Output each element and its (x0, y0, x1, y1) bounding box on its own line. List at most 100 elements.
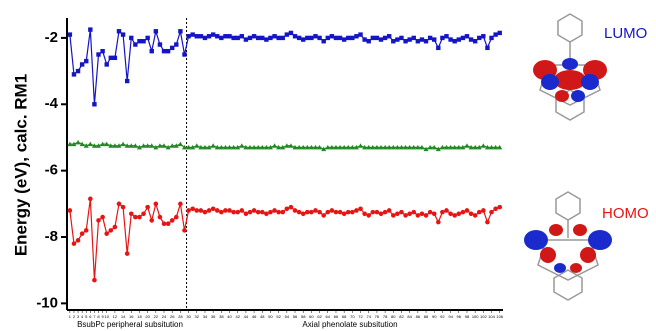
x-tick-label: 96 (457, 314, 462, 319)
x-tick-label: 24 (162, 314, 167, 319)
marker (72, 72, 76, 76)
annotation: HOMO (602, 205, 649, 222)
marker (240, 34, 244, 38)
marker (391, 39, 395, 43)
x-tick-label: 44 (244, 314, 249, 319)
marker (416, 39, 420, 43)
marker (248, 210, 253, 215)
marker (330, 208, 335, 213)
marker (211, 143, 216, 148)
marker (129, 211, 134, 216)
marker (104, 231, 109, 236)
x-tick-label: 102 (480, 314, 487, 319)
marker (379, 37, 383, 41)
marker (293, 208, 298, 213)
x-tick-label: 90 (432, 314, 437, 319)
x-tick-label: 32 (195, 314, 200, 319)
marker (366, 213, 371, 218)
marker (481, 143, 486, 148)
marker (497, 205, 502, 210)
x-tick-label: 26 (170, 314, 175, 319)
marker (416, 213, 421, 218)
marker (203, 36, 207, 40)
x-tick-label: 72 (358, 314, 363, 319)
x-tick-label: 7 (93, 314, 96, 319)
marker (481, 34, 485, 38)
marker (395, 211, 400, 216)
marker (387, 34, 391, 38)
marker (297, 36, 301, 40)
marker (321, 39, 325, 43)
x-tick-label: 3 (77, 314, 80, 319)
marker (338, 210, 343, 215)
marker (444, 34, 448, 38)
marker (313, 34, 317, 38)
marker (350, 210, 355, 215)
x-tick-label: 50 (268, 314, 273, 319)
marker (158, 215, 163, 220)
marker (72, 241, 77, 246)
x-tick-label: 6 (89, 314, 92, 319)
marker (158, 42, 162, 46)
x-tick-label: 16 (129, 314, 134, 319)
marker (121, 142, 126, 147)
marker (272, 208, 277, 213)
marker (88, 197, 93, 202)
marker (88, 142, 93, 147)
marker (346, 210, 351, 215)
marker (133, 215, 138, 220)
x-tick-label: 40 (227, 314, 232, 319)
x-tick-label: 22 (154, 314, 159, 319)
marker (219, 36, 223, 40)
marker (280, 210, 285, 215)
marker (485, 46, 489, 50)
marker (420, 211, 425, 216)
chart: Energy (eV), calc. RM1 BsubPc peripheral… (0, 0, 656, 331)
marker (358, 206, 363, 211)
x-tick-label: 106 (496, 314, 503, 319)
marker (68, 32, 72, 36)
x-tick-label: 78 (383, 314, 388, 319)
marker (477, 36, 481, 40)
marker (174, 42, 178, 46)
marker (268, 210, 273, 215)
x-tick-label: 54 (285, 314, 290, 319)
marker (358, 143, 363, 148)
marker (235, 210, 240, 215)
marker (113, 56, 117, 60)
marker (256, 36, 260, 40)
marker (105, 62, 109, 66)
marker (227, 34, 231, 38)
marker (125, 251, 130, 256)
marker (407, 211, 412, 216)
marker (342, 37, 346, 41)
marker (481, 208, 486, 213)
marker (456, 211, 461, 216)
marker (272, 34, 276, 38)
x-tick-label: 64 (326, 314, 331, 319)
marker (92, 102, 96, 106)
marker (170, 218, 175, 223)
marker (182, 52, 186, 56)
marker (411, 210, 416, 215)
marker (109, 56, 113, 60)
section-label: BsubPc peripheral subsitution (77, 320, 183, 329)
marker (68, 208, 73, 213)
marker (133, 42, 137, 46)
marker (88, 27, 92, 31)
marker (178, 142, 183, 147)
x-tick-label: 28 (178, 314, 183, 319)
marker (264, 211, 269, 216)
marker (96, 218, 101, 223)
marker (403, 39, 407, 43)
marker (100, 49, 104, 53)
marker (428, 36, 432, 40)
marker (150, 49, 154, 53)
marker (272, 143, 277, 148)
marker (178, 29, 182, 33)
marker (84, 228, 89, 233)
marker (80, 62, 84, 66)
marker (162, 221, 167, 226)
marker (325, 210, 330, 215)
marker (121, 205, 126, 210)
